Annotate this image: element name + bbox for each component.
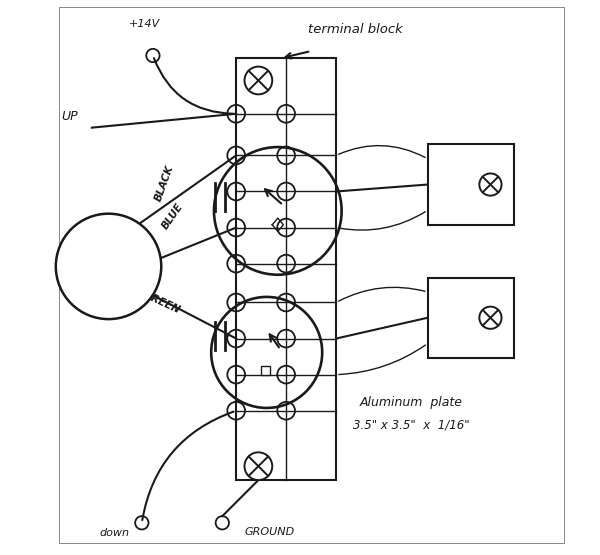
Circle shape (479, 306, 502, 329)
Text: 3.5" x 3.5"  x  1/16": 3.5" x 3.5" x 1/16" (353, 418, 469, 431)
Text: BLUE: BLUE (160, 201, 185, 231)
Text: G: G (437, 157, 446, 167)
Text: PUMP: PUMP (88, 260, 129, 273)
Text: terminal block: terminal block (308, 23, 403, 36)
Circle shape (245, 452, 272, 480)
Bar (236, 58, 336, 480)
Circle shape (56, 214, 161, 319)
Text: UP: UP (61, 110, 78, 123)
Text: Aluminum  plate: Aluminum plate (359, 396, 463, 409)
Text: BLACK: BLACK (153, 164, 175, 203)
Circle shape (479, 173, 502, 196)
Bar (261, 366, 270, 375)
Text: S: S (437, 202, 445, 212)
Text: +14V: +14V (129, 19, 160, 29)
Text: D: D (437, 179, 446, 190)
Text: D: D (437, 312, 446, 323)
Text: G: G (437, 290, 446, 300)
Text: S: S (437, 335, 445, 345)
Text: down: down (99, 528, 129, 538)
Text: GREEN: GREEN (141, 290, 181, 315)
Circle shape (245, 67, 272, 94)
Bar (428, 278, 514, 358)
Text: GROUND: GROUND (245, 527, 295, 537)
Bar (428, 144, 514, 225)
